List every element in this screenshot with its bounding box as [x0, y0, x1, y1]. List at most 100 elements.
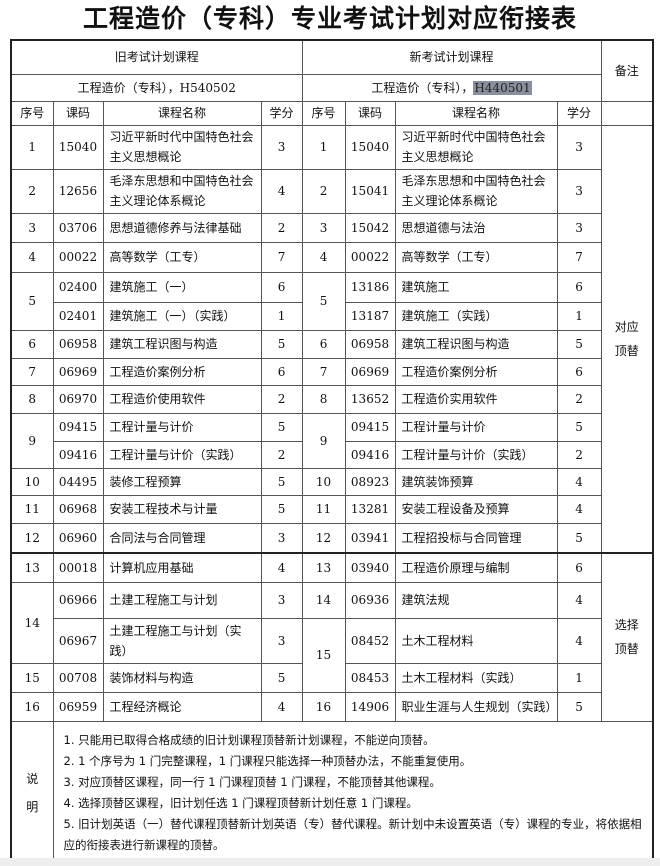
new-seq-cell: 9	[301, 412, 346, 469]
remark-corresponding-replacement: 对应顶替	[600, 124, 654, 554]
old-seq-cell: 14	[10, 581, 54, 664]
column-header-old-code: 课码	[52, 100, 104, 126]
old-plan-header: 旧考试计划课程	[10, 39, 303, 75]
column-header-new-seq: 序号	[301, 100, 346, 126]
old-name-cell: 土建工程施工与计划（实践）	[102, 617, 262, 664]
old-seq-cell: 7	[10, 357, 54, 386]
new-credit-cell: 5	[556, 691, 602, 722]
new-credit-cell: 1	[556, 662, 602, 693]
new-name-cell: 习近平新时代中国特色社会主义思想概论	[394, 124, 558, 170]
new-credit-cell: 4	[556, 581, 602, 619]
new-code-cell: 03941	[344, 522, 396, 554]
new-seq-cell: 10	[301, 467, 346, 496]
old-code-cell: 09415	[52, 412, 104, 442]
new-credit-cell: 7	[556, 241, 602, 273]
old-seq-cell: 5	[10, 271, 54, 331]
old-name-cell: 工程经济概论	[102, 691, 262, 722]
old-name-cell: 思想道德修养与法律基础	[102, 212, 262, 243]
old-code-cell: 03706	[52, 212, 104, 243]
old-code-cell: 06969	[52, 357, 104, 386]
new-credit-cell: 3	[556, 212, 602, 243]
column-header-new-code: 课码	[344, 100, 396, 126]
notes-content: 1. 只能用已取得合格成绩的旧计划课程顶替新计划课程，不能逆向顶替。 2. 1 个…	[52, 720, 654, 865]
table-row: 09416 工程计量与计价（实践） 2 09416 工程计量与计价（实践） 2	[11, 440, 653, 469]
table-row: 11 06968 安装工程技术与计量 5 11 13281 安装工程设备及预算 4	[10, 494, 653, 524]
new-credit-cell: 4	[556, 494, 602, 524]
page-bottom-margin	[0, 858, 660, 866]
new-code-cell: 03940	[344, 552, 396, 583]
table-row: 3 03706 思想道德修养与法律基础 2 3 15042 思想道德与法治 3	[10, 212, 653, 243]
old-credit-cell: 4	[260, 552, 303, 583]
new-code-cell: 09415	[344, 412, 396, 442]
old-code-cell: 00018	[52, 552, 104, 583]
table-row: 15 00708 装饰材料与构造 5 08453 土木工程材料（实践） 1	[10, 662, 653, 693]
new-seq-cell: 14	[301, 581, 346, 619]
old-credit-cell: 1	[260, 301, 303, 331]
old-credit-cell: 3	[260, 124, 303, 170]
column-header-old-credit: 学分	[260, 100, 303, 126]
table-row: 1 15040 习近平新时代中国特色社会主义思想概论 3 1 15040 习近平新时代中国特…	[10, 124, 654, 554]
table-row: 7 06969 工程造价案例分析 6 7 06969 工程造价案例分析 6	[10, 357, 653, 386]
old-seq-cell: 10	[10, 467, 54, 496]
new-code-cell: 00022	[344, 241, 396, 273]
old-credit-cell: 5	[260, 329, 303, 359]
table-row: 12 06960 合同法与合同管理 3 12 03941 工程招投标与合同管理 5	[10, 522, 653, 554]
table-row: 13 00018 计算机应用基础 4 13 03940 工程造价原理与编制 6 选择顶替	[10, 552, 654, 722]
old-name-cell: 计算机应用基础	[102, 552, 262, 583]
old-name-cell: 安装工程技术与计量	[102, 494, 262, 524]
new-seq-cell: 8	[301, 384, 346, 414]
old-seq-cell: 15	[10, 662, 54, 693]
old-code-cell: 02400	[52, 271, 104, 303]
old-code-cell: 00708	[52, 662, 104, 693]
old-code-cell: 09416	[52, 440, 104, 469]
column-header-old-seq: 序号	[10, 100, 54, 126]
old-seq-cell: 6	[10, 329, 54, 359]
table-row: 9 09415 工程计量与计价 5 9 09415 工程计量与计价 5	[10, 412, 653, 469]
new-credit-cell: 1	[556, 301, 602, 331]
new-name-cell: 毛泽东思想和中国特色社会主义理论体系概论	[394, 168, 558, 214]
new-name-cell: 思想道德与法治	[394, 212, 558, 243]
new-seq-cell: 13	[301, 552, 346, 583]
new-credit-cell: 6	[556, 357, 602, 386]
old-name-cell: 装修工程预算	[102, 467, 262, 496]
note-item: 2. 1 个序号为 1 门完整课程，1 门课程只能选择一种顶替办法，不能重复使用…	[63, 753, 472, 768]
note-item: 5. 旧计划英语（一）替代课程顶替新计划英语（专）替代课程。新计划中未设置英语（…	[63, 816, 642, 852]
page-title: 工程造价（专科）专业考试计划对应衔接表	[82, 4, 577, 33]
table-row: 02401 建筑施工（一）（实践） 1 13187 建筑施工（实践） 1	[11, 301, 653, 331]
old-code-cell: 15040	[52, 124, 104, 170]
new-credit-cell: 6	[556, 271, 602, 303]
new-seq-cell: 3	[301, 212, 346, 243]
old-seq-cell: 2	[10, 168, 54, 214]
old-credit-cell: 7	[260, 241, 303, 273]
old-code-cell: 12656	[52, 168, 104, 214]
column-header-new-credit: 学分	[556, 100, 602, 126]
new-credit-cell: 2	[556, 384, 602, 414]
new-name-cell: 工程造价案例分析	[394, 357, 558, 386]
table-row: 4 00022 高等数学（工专） 7 4 00022 高等数学（工专） 7	[10, 241, 653, 273]
old-code-cell: 00022	[52, 241, 104, 273]
old-code-cell: 06968	[52, 494, 104, 524]
old-seq-cell: 12	[10, 522, 54, 554]
old-seq-cell: 3	[10, 212, 54, 243]
new-credit-cell: 5	[556, 329, 602, 359]
new-credit-cell: 6	[556, 552, 602, 583]
old-seq-cell: 11	[10, 494, 54, 524]
table-row: 14 06966 土建工程施工与计划 3 14 06936 建筑法规 4	[10, 581, 653, 664]
new-code-cell: 14906	[344, 691, 396, 722]
old-credit-cell: 3	[260, 581, 303, 619]
old-credit-cell: 6	[260, 271, 303, 303]
table-row: 10 04495 装修工程预算 5 10 08923 建筑装饰预算 4	[10, 467, 653, 496]
new-seq-cell: 16	[301, 691, 346, 722]
column-header-old-name: 课程名称	[102, 100, 262, 126]
remark-text: 选择顶替	[614, 618, 639, 657]
new-major-code: H440501	[473, 80, 532, 95]
note-item: 1. 只能用已取得合格成绩的旧计划课程顶替新计划课程，不能逆向顶替。	[63, 732, 435, 747]
old-credit-cell: 5	[260, 412, 303, 442]
table-row: 06967 土建工程施工与计划（实践） 3 15 08452 土木工程材料 4	[11, 617, 653, 693]
table-row: 2 12656 毛泽东思想和中国特色社会主义理论体系概论 4 2 15041 毛泽东思想和中…	[10, 168, 653, 214]
new-name-cell: 安装工程设备及预算	[394, 494, 558, 524]
old-name-cell: 习近平新时代中国特色社会主义思想概论	[102, 124, 262, 170]
table-row: 8 06970 工程造价使用软件 2 8 13652 工程造价实用软件 2	[10, 384, 653, 414]
old-name-cell: 毛泽东思想和中国特色社会主义理论体系概论	[102, 168, 262, 214]
new-name-cell: 土木工程材料（实践）	[394, 662, 558, 693]
